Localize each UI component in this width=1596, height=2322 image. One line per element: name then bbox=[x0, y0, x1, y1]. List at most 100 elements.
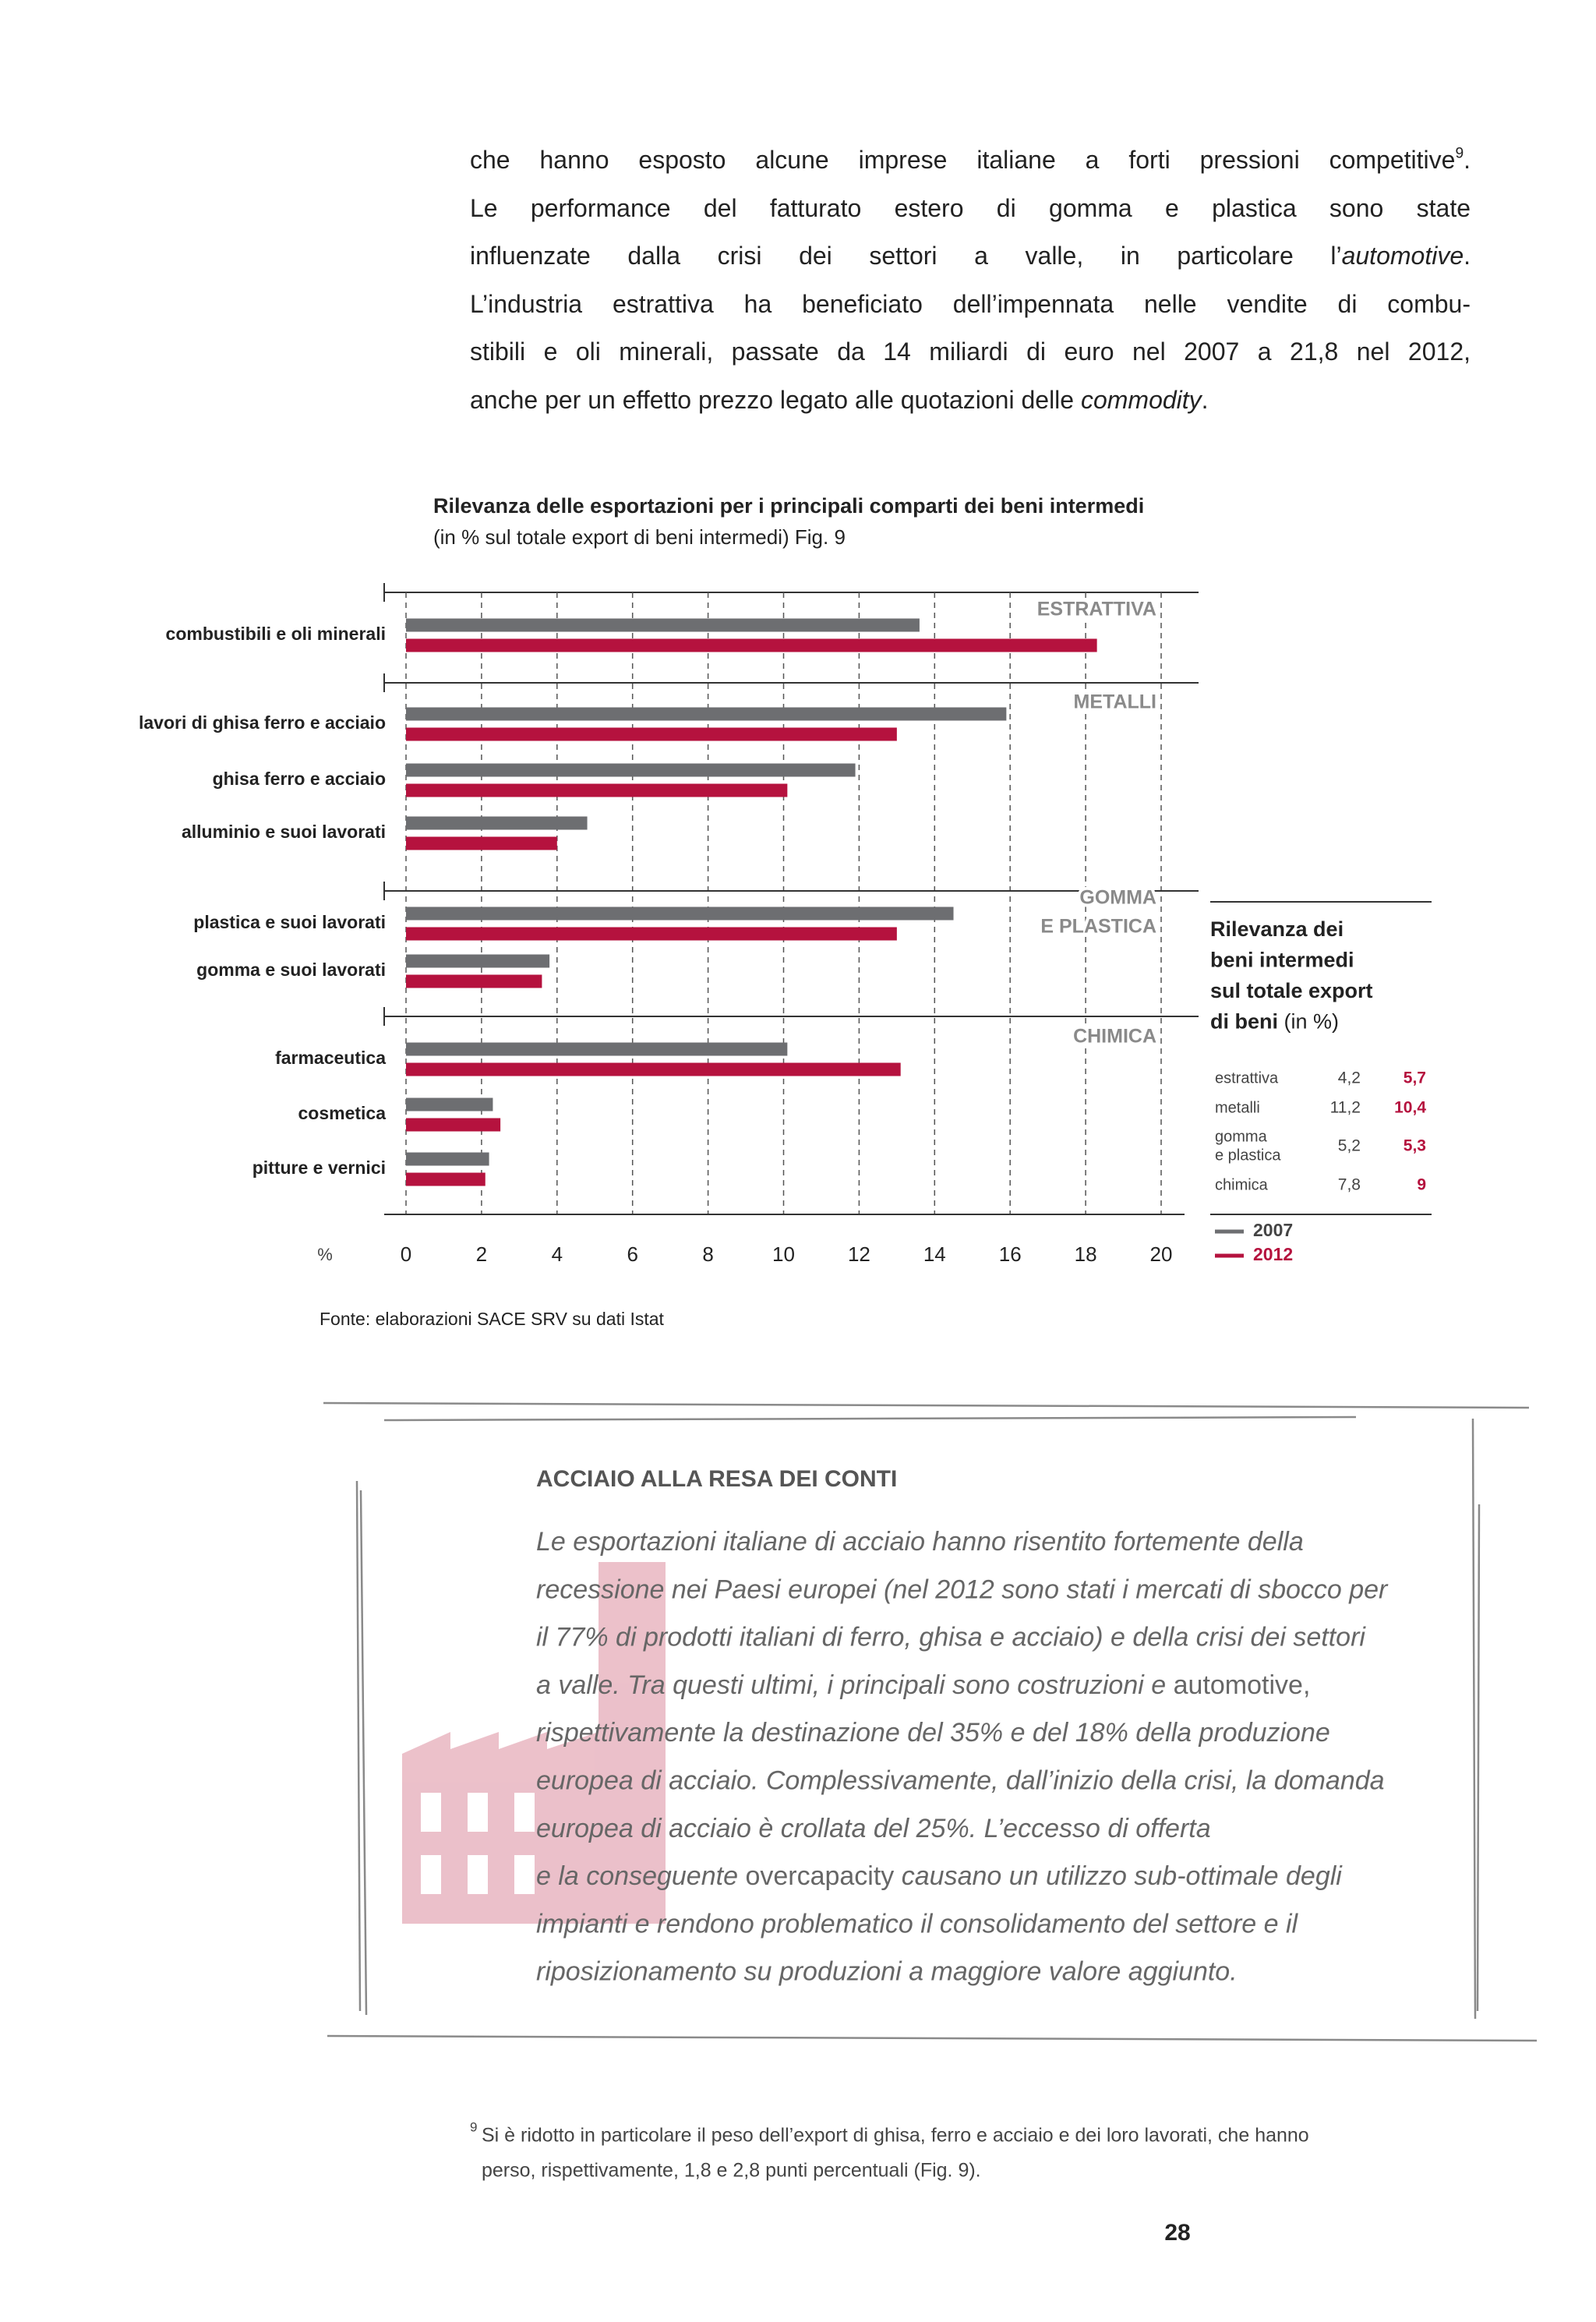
title-line: di beni bbox=[1210, 1010, 1278, 1034]
text-run: a valle. Tra questi ultimi, i principali… bbox=[536, 1670, 1174, 1700]
text-run: 9 bbox=[1455, 145, 1464, 162]
row-label: metalli bbox=[1215, 1099, 1260, 1116]
category-label: gomma e suoi lavorati bbox=[196, 960, 386, 980]
title-line: beni intermedi bbox=[1210, 949, 1354, 972]
row-value: 7,8 bbox=[1338, 1176, 1361, 1194]
x-tick-label: 16 bbox=[999, 1242, 1022, 1266]
row-value: 9 bbox=[1417, 1176, 1426, 1194]
table-title: beni intermedi bbox=[1210, 949, 1354, 972]
box-title: ACCIAIO ALLA RESA DEI CONTI bbox=[536, 1466, 897, 1492]
window bbox=[514, 1793, 535, 1832]
text-run: europea di acciaio. Complessivamente, da… bbox=[536, 1765, 1385, 1795]
frame-line bbox=[359, 1490, 368, 2016]
bar bbox=[406, 1062, 901, 1076]
x-tick-label: 0 bbox=[401, 1242, 411, 1266]
bar bbox=[406, 836, 557, 850]
row-label: chimica bbox=[1215, 1176, 1269, 1193]
x-tick-label: 8 bbox=[702, 1242, 713, 1266]
factory-body bbox=[402, 1732, 598, 1924]
body-line: influenzate dalla crisi dei settori a va… bbox=[470, 231, 1471, 280]
body-line: L’industria estrattiva ha beneficiato de… bbox=[470, 280, 1471, 328]
box-line: il 77% di prodotti italiani di ferro, gh… bbox=[536, 1623, 1366, 1652]
frame-line bbox=[355, 1480, 362, 2012]
footnote-line: perso, rispettivamente, 1,8 e 2,8 punti … bbox=[482, 2160, 981, 2182]
x-axis-label: % bbox=[317, 1245, 333, 1264]
text-run: stibili e oli minerali, passate da 14 mi… bbox=[470, 338, 1471, 366]
body-line: che hanno esposto alcune imprese italian… bbox=[470, 136, 1471, 184]
text-run: Le esportazioni italiane di acciaio hann… bbox=[536, 1527, 1304, 1557]
row-label: e plastica bbox=[1215, 1147, 1281, 1164]
window bbox=[421, 1793, 441, 1832]
title-line: Rilevanza dei bbox=[1210, 917, 1344, 941]
text-run: . bbox=[1201, 386, 1209, 414]
text-run: europea di acciaio è crollata del 25%. L… bbox=[536, 1814, 1211, 1843]
text-run: influenzate dalla crisi dei settori a va… bbox=[470, 242, 1342, 270]
chart-subtitle: (in % sul totale export di beni intermed… bbox=[433, 525, 846, 549]
x-tick-label: 12 bbox=[848, 1242, 870, 1266]
bar bbox=[406, 1152, 489, 1166]
row-value: 4,2 bbox=[1338, 1069, 1361, 1087]
bar bbox=[406, 1097, 493, 1112]
group-label: CHIMICA bbox=[1073, 1026, 1156, 1048]
category-label: combustibili e oli minerali bbox=[166, 624, 386, 644]
text-run: il 77% di prodotti italiani di ferro, gh… bbox=[536, 1623, 1366, 1652]
frame-line bbox=[383, 1415, 1357, 1422]
text-run: che hanno esposto alcune imprese italian… bbox=[470, 146, 1456, 174]
category-label: alluminio e suoi lavorati bbox=[182, 822, 386, 842]
window bbox=[514, 1855, 535, 1894]
row-value: 10,4 bbox=[1394, 1099, 1426, 1117]
bar bbox=[406, 638, 1097, 652]
body-line: stibili e oli minerali, passate da 14 mi… bbox=[470, 327, 1471, 376]
frame-line bbox=[327, 2034, 1538, 2042]
text-run: causano un utilizzo sub-ottimale degli bbox=[894, 1861, 1343, 1891]
title-line: sul totale export bbox=[1210, 979, 1373, 1002]
frame-line bbox=[323, 1401, 1530, 1409]
x-tick-label: 14 bbox=[923, 1242, 946, 1266]
text-run: automotive bbox=[1341, 242, 1464, 270]
x-tick-label: 4 bbox=[552, 1242, 563, 1266]
legend-label: 2012 bbox=[1253, 1244, 1293, 1264]
box-line: riposizionamento su produzioni a maggior… bbox=[536, 1957, 1238, 1987]
row-value: 5,7 bbox=[1404, 1069, 1426, 1087]
text-run: Le performance del fatturato estero di g… bbox=[470, 193, 1471, 222]
box-line: Le esportazioni italiane di acciaio hann… bbox=[536, 1527, 1304, 1557]
group-label: METALLI bbox=[1074, 691, 1156, 713]
box-line: europea di acciaio. Complessivamente, da… bbox=[536, 1765, 1385, 1795]
window bbox=[421, 1855, 441, 1894]
box-line: impianti e rendono problematico il conso… bbox=[536, 1909, 1299, 1939]
category-label: plastica e suoi lavorati bbox=[193, 912, 386, 932]
bar bbox=[406, 927, 897, 941]
category-label: ghisa ferro e acciaio bbox=[213, 769, 386, 789]
window bbox=[468, 1793, 488, 1832]
table-title: di beni (in %) bbox=[1210, 1010, 1339, 1034]
page-number: 28 bbox=[1164, 2220, 1190, 2246]
factory-icon bbox=[402, 1562, 666, 1924]
bar bbox=[406, 707, 1007, 721]
text-run: commodity bbox=[1080, 386, 1202, 414]
chart-title: Rilevanza delle esportazioni per i princ… bbox=[433, 494, 1144, 518]
category-label: pitture e vernici bbox=[252, 1157, 386, 1178]
text-run: anche per un effetto prezzo legato alle … bbox=[470, 386, 1081, 414]
footnote-line: Si è ridotto in particolare il peso dell… bbox=[482, 2125, 1309, 2147]
text-run: riposizionamento su produzioni a maggior… bbox=[536, 1957, 1238, 1987]
text-run: L’industria estrattiva ha beneficiato de… bbox=[470, 289, 1471, 318]
box-line: a valle. Tra questi ultimi, i principali… bbox=[536, 1670, 1310, 1700]
text-run: automotive, bbox=[1174, 1670, 1311, 1700]
group-label: E PLASTICA bbox=[1040, 916, 1156, 938]
chart-source: Fonte: elaborazioni SACE SRV su dati Ist… bbox=[320, 1309, 665, 1329]
table-title: sul totale export bbox=[1210, 979, 1373, 1002]
chimney bbox=[598, 1562, 666, 1924]
category-label: cosmetica bbox=[298, 1103, 386, 1123]
bar bbox=[406, 954, 550, 968]
text-run: . bbox=[1464, 146, 1471, 174]
row-value: 5,2 bbox=[1338, 1137, 1361, 1155]
text-run: recessione nei Paesi europei (nel 2012 s… bbox=[536, 1575, 1389, 1604]
bar bbox=[406, 907, 954, 921]
title-space bbox=[1278, 1010, 1284, 1034]
x-tick-label: 20 bbox=[1150, 1242, 1173, 1266]
frame-line bbox=[1471, 1418, 1477, 2020]
body-line: anche per un effetto prezzo legato alle … bbox=[470, 376, 1471, 424]
row-label: estrattiva bbox=[1215, 1069, 1279, 1087]
text-run: e la conseguente bbox=[536, 1861, 745, 1891]
